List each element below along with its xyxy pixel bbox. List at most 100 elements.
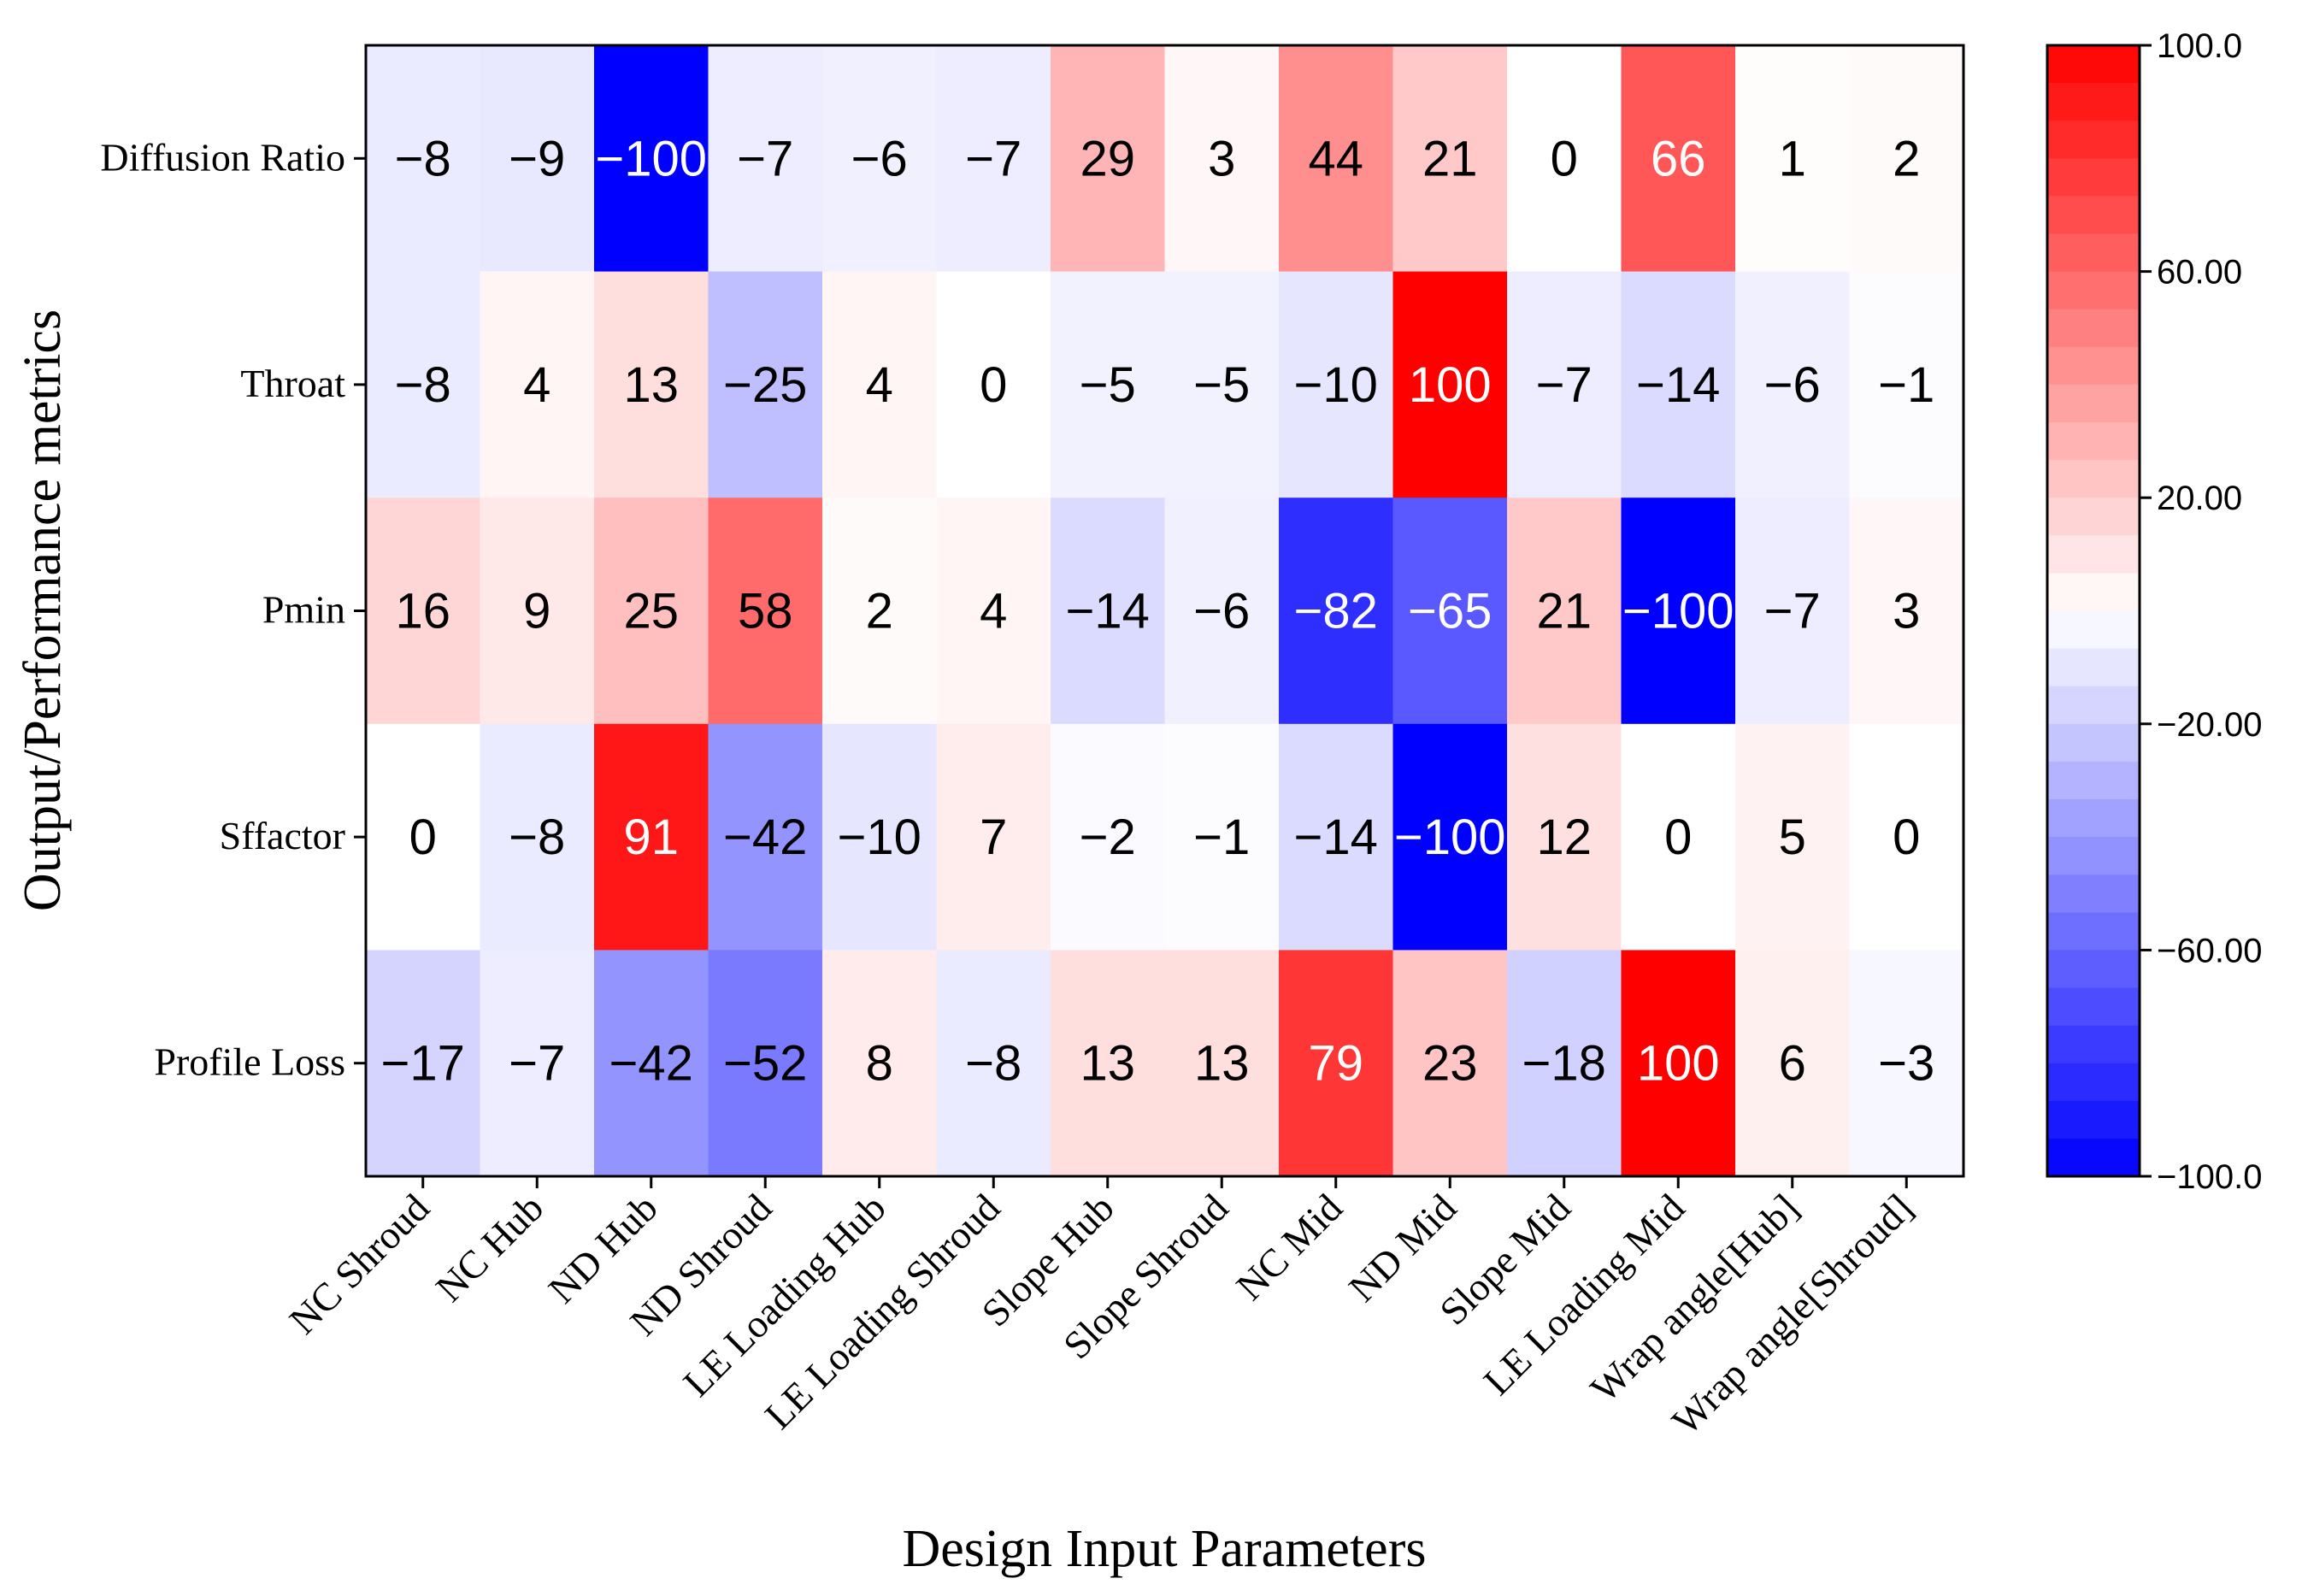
heatmap-cell [708,498,823,725]
cell-value-label: −7 [1536,357,1593,413]
heatmap-cell [480,723,595,951]
heatmap-cell [1164,271,1280,498]
row-label: Profile Loss [154,1040,345,1084]
colorbar-segment [2047,837,2140,875]
cell-value-label: −5 [1080,357,1136,413]
colorbar-segment [2047,610,2140,650]
cell-value-label: 21 [1536,584,1592,639]
colorbar-segment [2047,271,2140,310]
cell-value-label: −100 [1394,810,1506,865]
heatmap-cell [1735,950,1851,1177]
heatmap-cell [1621,950,1736,1177]
cell-value-label: −9 [509,131,565,186]
heatmap-cell [1849,950,1964,1177]
heatmap-cell [708,723,823,951]
x-axis-title: Design Input Parameters [903,1520,1427,1578]
cell-value-label: −52 [723,1036,807,1092]
colorbar-segment [2047,384,2140,423]
colorbar-segment [2047,799,2140,838]
colorbar-segment [2047,460,2140,498]
heatmap-cell [1164,45,1280,273]
cell-value-label: −7 [1764,584,1821,639]
heatmap-cell [1621,723,1736,951]
cell-value-label: −14 [1636,357,1720,413]
colorbar-segment [2047,761,2140,800]
cell-value-label: −6 [851,131,908,186]
heatmap-cell [1392,723,1508,951]
heatmap-cell [1164,723,1280,951]
cell-value-label: 13 [1194,1036,1250,1092]
heatmap-cell [1621,498,1736,725]
cell-value-label: −42 [609,1036,693,1092]
heatmap-cell [1392,45,1508,273]
heatmap-cell [1392,271,1508,498]
colorbar-segment [2047,648,2140,687]
colorbar-segment [2047,535,2140,574]
cell-value-label: 100 [1637,1036,1720,1092]
heatmap-cell [1051,723,1166,951]
colorbar-segment [2047,121,2140,159]
cell-value-label: 13 [1080,1036,1135,1092]
cell-value-label: 100 [1409,357,1492,413]
heatmap-cell [936,950,1051,1177]
cell-value-label: −7 [965,131,1021,186]
heatmap-cell [1621,45,1736,273]
heatmap-cell [366,45,481,273]
heatmap-cell [822,45,938,273]
colorbar-segment [2047,158,2140,197]
cell-value-label: 0 [409,810,437,865]
colorbar-segment [2047,1100,2140,1140]
heatmap-cell [366,950,481,1177]
cell-value-label: 4 [980,584,1007,639]
cell-value-label: −82 [1294,584,1378,639]
heatmap-cell [1051,45,1166,273]
cell-value-label: −8 [395,131,451,186]
cell-value-label: 4 [866,357,893,413]
cell-value-label: 44 [1308,131,1363,186]
heatmap-cell [1279,271,1394,498]
heatmap-cell [936,498,1051,725]
cell-value-label: −1 [1878,357,1934,413]
cell-value-label: 12 [1536,810,1592,865]
cell-value-label: 3 [1893,584,1920,639]
heatmap-cell [1392,950,1508,1177]
colorbar-segment [2047,686,2140,725]
heatmap-cell [1849,723,1964,951]
colorbar-segment [2047,45,2140,84]
cell-value-label: −17 [381,1036,465,1092]
colorbar-segment [2047,723,2140,763]
row-label: Throat [240,362,345,405]
cell-value-label: 29 [1080,131,1135,186]
heatmap-cell [1279,45,1394,273]
cell-value-label: 7 [980,810,1007,865]
heatmap-cell [936,723,1051,951]
cell-value-label: 0 [980,357,1007,413]
cell-value-label: −7 [509,1036,565,1092]
colorbar-segment [2047,83,2140,121]
colorbar-tick-label: 100.0 [2157,27,2242,65]
heatmap-cell [1735,45,1851,273]
column-label: Wrap angle[Hub] [1582,1186,1807,1410]
column-label: NC Hub [427,1186,551,1310]
row-label: Sffactor [220,814,345,857]
colorbar-segment [2047,1063,2140,1102]
heatmap-cell [594,723,709,951]
cell-value-label: −7 [737,131,793,186]
heatmap-cell [1164,950,1280,1177]
colorbar-segment [2047,950,2140,989]
heatmap-cell [822,950,938,1177]
heatmap-cell [1849,498,1964,725]
heatmap-cell [1849,271,1964,498]
heatmap-cell [594,271,709,498]
cell-value-label: 3 [1208,131,1235,186]
heatmap-cell [936,45,1051,273]
cell-value-label: 79 [1308,1036,1363,1092]
cell-value-label: −65 [1408,584,1492,639]
heatmap-cell [1279,723,1394,951]
column-label: LE Loading Mid [1475,1186,1693,1404]
colorbar-tick-label: −100.0 [2157,1158,2262,1196]
cell-value-label: 0 [1551,131,1578,186]
heatmap-cell [708,45,823,273]
cell-value-label: −8 [395,357,451,413]
colorbar-segment [2047,987,2140,1027]
